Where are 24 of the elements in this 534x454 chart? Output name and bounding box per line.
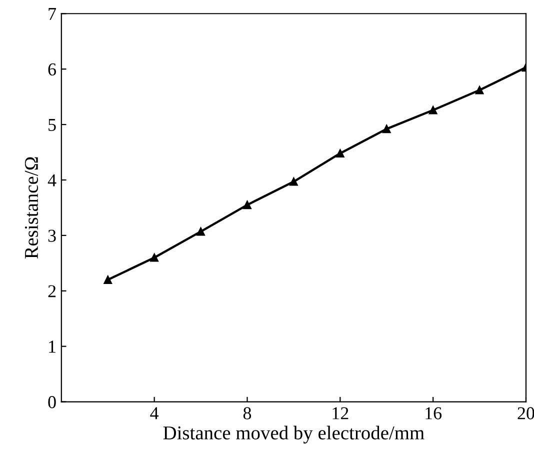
y-tick-label: 5: [48, 118, 56, 131]
point: [382, 124, 391, 134]
x-tick-label: 12: [332, 407, 348, 420]
point: [196, 227, 205, 236]
y-tick-label: 0: [48, 396, 56, 408]
x-tick-label: 20: [518, 407, 534, 420]
y-tick-label: 6: [48, 63, 56, 76]
x-tick-label: 4: [150, 407, 159, 420]
point: [428, 106, 438, 114]
point: [290, 177, 298, 186]
point: [150, 253, 158, 262]
x-axis-title: Distance moved by electrode/mm: [163, 426, 424, 444]
y-axis-title: Resistance/Ω: [24, 157, 38, 259]
y-tick-label: 3: [48, 230, 56, 242]
x-tick-label: 8: [243, 407, 252, 420]
point: [336, 149, 344, 158]
y-tick-label: 7: [48, 8, 56, 20]
point: [243, 200, 252, 210]
x-tick-label: 16: [426, 407, 442, 420]
y-tick-label: 2: [48, 285, 56, 298]
point: [104, 276, 112, 284]
y-tick-label: 1: [49, 340, 56, 353]
point: [475, 86, 484, 94]
y-tick-label: 4: [48, 174, 56, 186]
